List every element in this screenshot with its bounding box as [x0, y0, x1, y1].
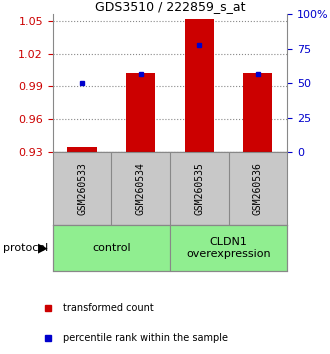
- Bar: [243, 73, 273, 152]
- Text: GSM260535: GSM260535: [194, 162, 204, 215]
- Text: GSM260536: GSM260536: [253, 162, 263, 215]
- Bar: [67, 147, 97, 152]
- Text: GSM260533: GSM260533: [77, 162, 87, 215]
- Text: GSM260534: GSM260534: [136, 162, 146, 215]
- Text: percentile rank within the sample: percentile rank within the sample: [63, 333, 228, 343]
- Bar: [126, 73, 155, 152]
- Bar: [184, 18, 214, 152]
- Bar: [53, 225, 170, 271]
- Text: CLDN1
overexpression: CLDN1 overexpression: [186, 237, 271, 259]
- Bar: [170, 225, 287, 271]
- Text: transformed count: transformed count: [63, 303, 154, 313]
- Text: protocol: protocol: [3, 243, 49, 253]
- Text: control: control: [92, 243, 131, 253]
- Text: ▶: ▶: [38, 241, 48, 254]
- Title: GDS3510 / 222859_s_at: GDS3510 / 222859_s_at: [95, 0, 245, 13]
